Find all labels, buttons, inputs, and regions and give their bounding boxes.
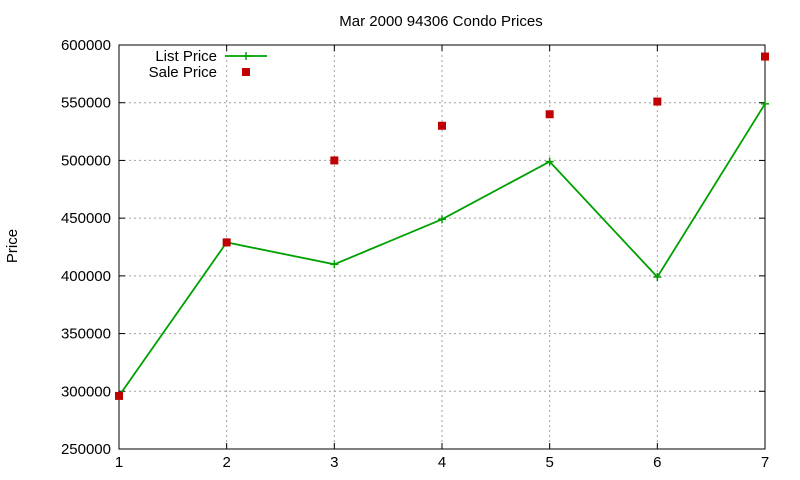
series-layer bbox=[115, 52, 769, 400]
y-tick-label: 600000 bbox=[61, 37, 111, 54]
data-point bbox=[653, 273, 662, 282]
y-tick-label: 300000 bbox=[61, 383, 111, 400]
data-point bbox=[438, 121, 446, 130]
legend-marker bbox=[242, 68, 250, 76]
y-tick-label: 400000 bbox=[61, 268, 111, 285]
y-tick-label: 500000 bbox=[61, 152, 111, 169]
data-point bbox=[761, 99, 769, 108]
series-line bbox=[118, 103, 766, 397]
y-tick-label: 250000 bbox=[61, 441, 111, 458]
series-sale-price bbox=[115, 52, 769, 400]
data-point bbox=[653, 97, 662, 106]
data-point bbox=[115, 391, 123, 400]
data-point bbox=[222, 238, 231, 247]
series-list-price bbox=[115, 99, 769, 400]
legend-entry: List Price bbox=[155, 48, 267, 65]
legend-marker bbox=[242, 52, 250, 60]
data-point bbox=[438, 215, 446, 224]
data-point bbox=[761, 52, 769, 61]
y-tick-label: 550000 bbox=[61, 95, 111, 112]
x-axis: 1 2 3 4 5 6 7 bbox=[115, 45, 769, 471]
y-tick-label: 450000 bbox=[61, 210, 111, 227]
x-tick-label: 2 bbox=[222, 454, 230, 471]
y-axis-label: Price bbox=[4, 229, 21, 263]
grid-lines bbox=[119, 45, 765, 449]
y-tick-label: 350000 bbox=[61, 326, 111, 343]
data-point bbox=[330, 260, 339, 269]
x-tick-label: 1 bbox=[115, 454, 123, 471]
data-point bbox=[330, 156, 339, 165]
legend-entry: Sale Price bbox=[149, 64, 250, 81]
legend-label: List Price bbox=[155, 48, 217, 65]
x-tick-label: 3 bbox=[330, 454, 338, 471]
data-point bbox=[545, 157, 554, 166]
data-point bbox=[545, 110, 554, 119]
legend-label: Sale Price bbox=[149, 64, 217, 81]
x-tick-label: 5 bbox=[545, 454, 553, 471]
x-tick-label: 6 bbox=[653, 454, 661, 471]
x-tick-label: 4 bbox=[438, 454, 446, 471]
x-tick-label: 7 bbox=[761, 454, 769, 471]
chart-title: Mar 2000 94306 Condo Prices bbox=[339, 13, 542, 30]
